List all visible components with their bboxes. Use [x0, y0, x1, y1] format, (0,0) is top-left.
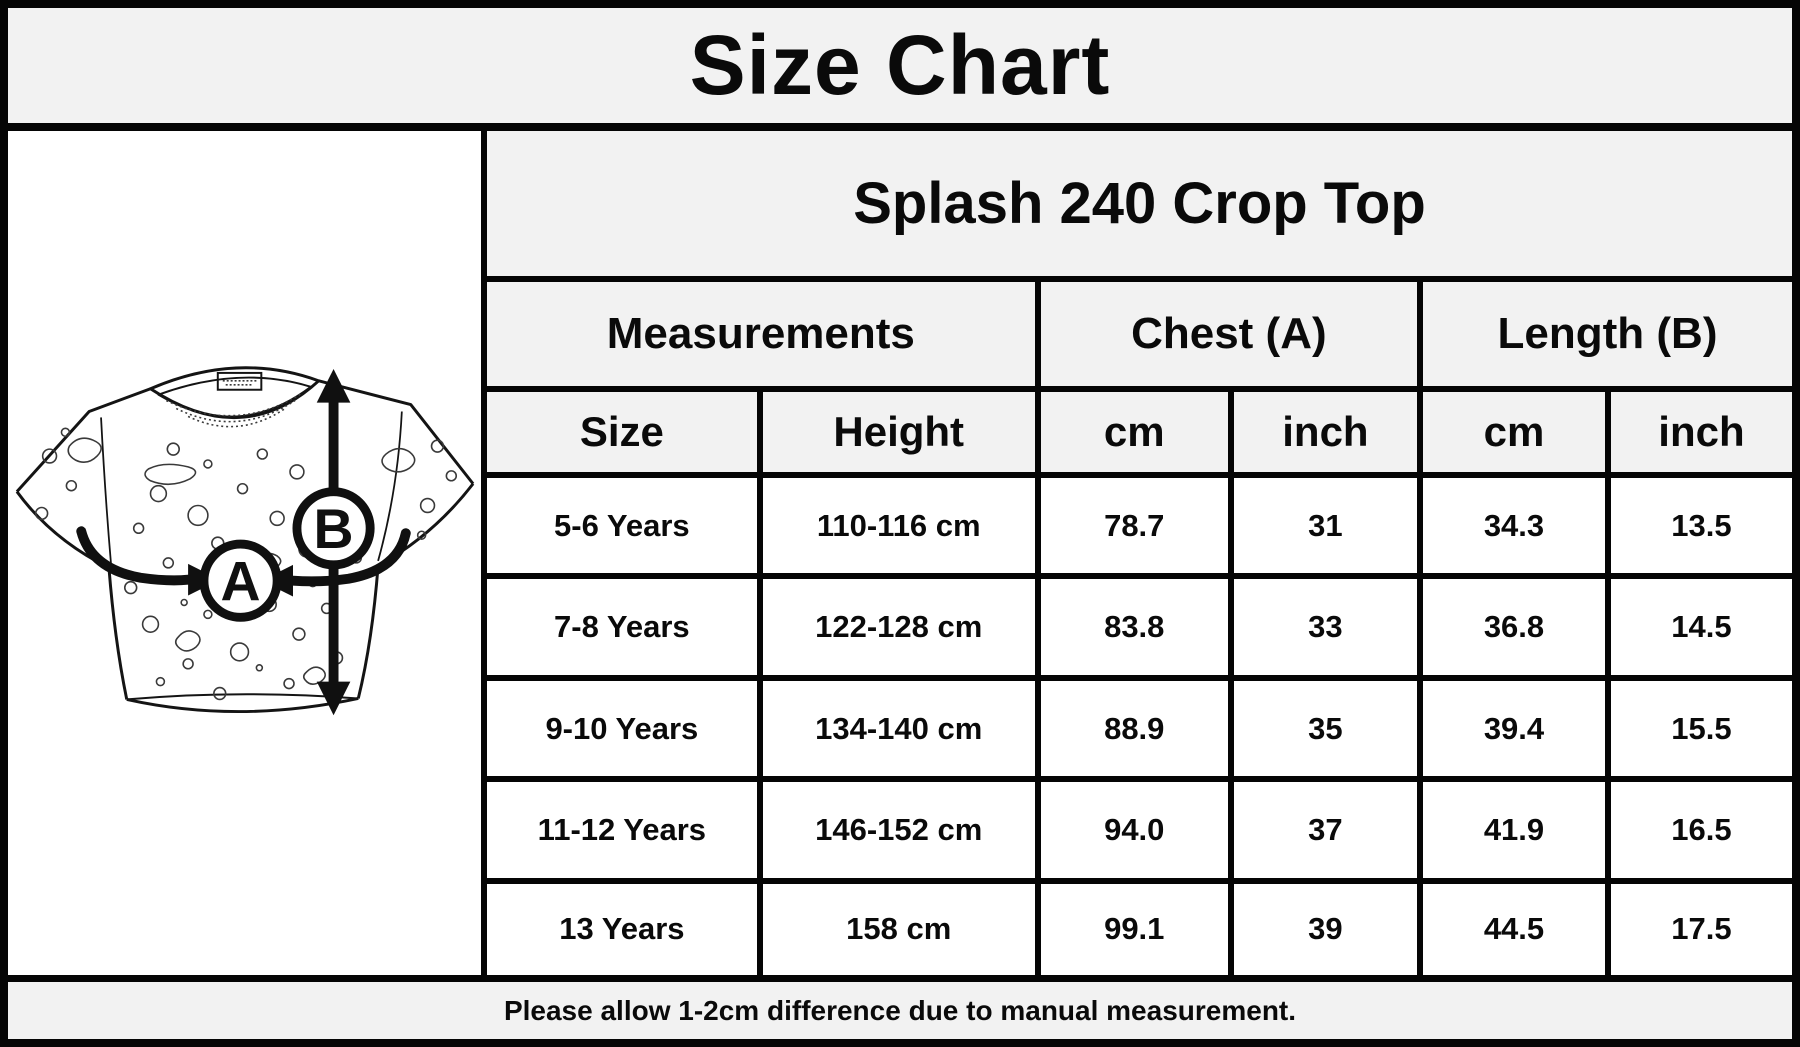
product-name: Splash 240 Crop Top — [487, 131, 1792, 282]
cell-length-inch: 15.5 — [1604, 674, 1792, 783]
group-header-measurements: Measurements — [487, 276, 1041, 392]
table-row: 13 Years 158 cm 99.1 39 44.5 17.5 — [487, 877, 1792, 975]
measurement-note-bar: Please allow 1-2cm difference due to man… — [8, 975, 1792, 1039]
group-header-chest: Chest (A) — [1034, 276, 1424, 392]
cell-length-inch: 13.5 — [1604, 471, 1792, 580]
cell-size: 5-6 Years — [487, 471, 763, 580]
table-row: 5-6 Years 110-116 cm 78.7 31 34.3 13.5 — [487, 471, 1792, 580]
cell-chest-cm: 99.1 — [1034, 877, 1234, 975]
product-illustration-panel: B A — [8, 131, 487, 975]
cell-size: 7-8 Years — [487, 573, 763, 681]
length-label-badge: B — [291, 487, 375, 570]
cell-size: 13 Years — [487, 877, 763, 975]
cell-chest-inch: 33 — [1227, 573, 1424, 681]
collar — [165, 371, 303, 428]
cell-size: 9-10 Years — [487, 674, 763, 783]
chest-measure-arrow — [75, 526, 411, 597]
column-group-row: Measurements Chest (A) Length (B) — [487, 276, 1792, 392]
cell-height: 146-152 cm — [756, 776, 1041, 884]
cell-length-cm: 44.5 — [1417, 877, 1611, 975]
cell-length-cm: 41.9 — [1417, 776, 1611, 884]
cell-height: 158 cm — [756, 877, 1041, 975]
table-row: 7-8 Years 122-128 cm 83.8 33 36.8 14.5 — [487, 573, 1792, 681]
col-header-chest-inch: inch — [1227, 386, 1424, 478]
col-header-length-inch: inch — [1604, 386, 1792, 478]
cell-length-inch: 14.5 — [1604, 573, 1792, 681]
chest-label-badge: A — [198, 539, 282, 622]
cell-chest-inch: 39 — [1227, 877, 1424, 975]
cell-length-cm: 36.8 — [1417, 573, 1611, 681]
col-header-height: Height — [756, 386, 1041, 478]
chest-label-text: A — [220, 550, 260, 612]
cell-chest-cm: 83.8 — [1034, 573, 1234, 681]
group-header-length: Length (B) — [1417, 276, 1792, 392]
cell-chest-cm: 78.7 — [1034, 471, 1234, 580]
product-header-row: Splash 240 Crop Top — [487, 131, 1792, 282]
table-row: 9-10 Years 134-140 cm 88.9 35 39.4 15.5 — [487, 674, 1792, 783]
measurement-note: Please allow 1-2cm difference due to man… — [503, 994, 1297, 1026]
length-label-text: B — [313, 498, 353, 560]
cell-chest-cm: 88.9 — [1034, 674, 1234, 783]
col-header-length-cm: cm — [1417, 386, 1611, 478]
cell-size: 11-12 Years — [487, 776, 763, 884]
cell-chest-cm: 94.0 — [1034, 776, 1234, 884]
cell-chest-inch: 35 — [1227, 674, 1424, 783]
cell-length-inch: 17.5 — [1604, 877, 1792, 975]
cell-length-cm: 34.3 — [1417, 471, 1611, 580]
col-header-chest-cm: cm — [1034, 386, 1234, 478]
neck-label — [216, 371, 262, 391]
cell-height: 110-116 cm — [756, 471, 1041, 580]
content-area: B A Splash 240 Crop Top — [8, 131, 1792, 975]
size-table: Splash 240 Crop Top Measurements Chest (… — [487, 131, 1792, 975]
cell-length-cm: 39.4 — [1417, 674, 1611, 783]
column-header-row: Size Height cm inch cm inch — [487, 386, 1792, 478]
page-title: Size Chart — [689, 18, 1111, 112]
cell-length-inch: 16.5 — [1604, 776, 1792, 884]
cell-chest-inch: 37 — [1227, 776, 1424, 884]
table-row: 11-12 Years 146-152 cm 94.0 37 41.9 16.5 — [487, 776, 1792, 884]
size-table-panel: Splash 240 Crop Top Measurements Chest (… — [487, 131, 1792, 975]
title-bar: Size Chart — [8, 8, 1792, 131]
col-header-size: Size — [487, 386, 763, 478]
cell-chest-inch: 31 — [1227, 471, 1424, 580]
cell-height: 134-140 cm — [756, 674, 1041, 783]
cell-height: 122-128 cm — [756, 573, 1041, 681]
crop-top-drawing: B A — [15, 366, 474, 716]
